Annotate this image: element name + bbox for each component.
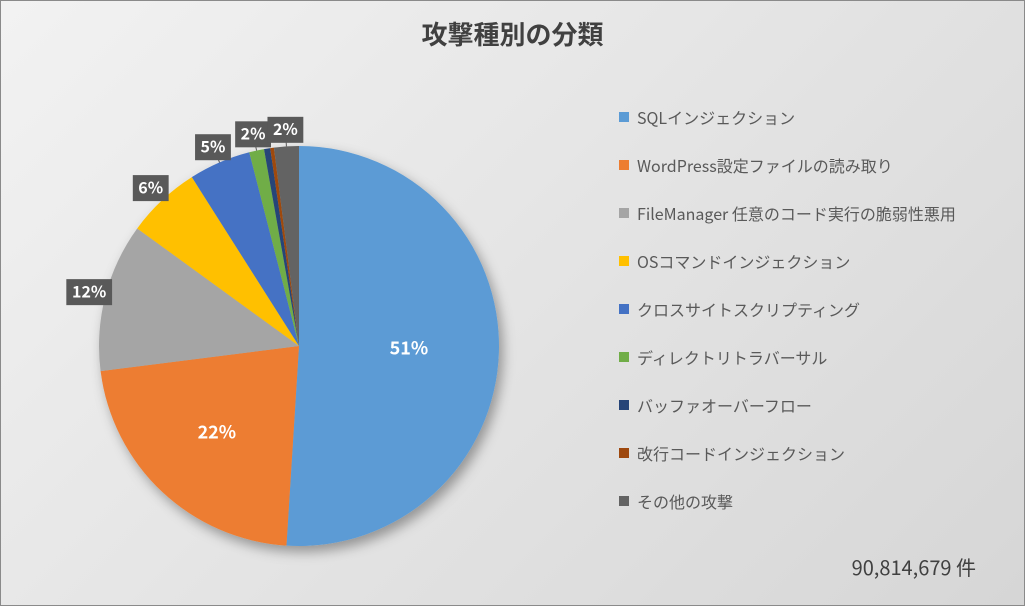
pct-label-sql-injection: 51% <box>390 334 429 360</box>
legend-item-buffer-overflow: バッファオーバーフロー <box>619 397 956 413</box>
pct-label-filemanager-rce: 12% <box>72 278 106 302</box>
legend-label: その他の攻撃 <box>637 489 733 513</box>
legend-item-crlf-injection: 改行コードインジェクション <box>619 445 956 461</box>
chart-card: 攻撃種別の分類 51%22%12%6%5%2%2% SQLインジェクションWor… <box>0 0 1025 606</box>
total-count: 90,814,679 件 <box>852 552 976 581</box>
pct-label-wordpress-config-read: 22% <box>198 418 237 444</box>
legend-label: クロスサイトスクリプティング <box>637 297 860 321</box>
legend-item-wordpress-config-read: WordPress設定ファイルの読み取り <box>619 157 956 173</box>
legend-item-filemanager-rce: FileManager 任意のコード実行の脆弱性悪用 <box>619 205 956 221</box>
pct-label-xss: 5% <box>201 134 226 158</box>
legend-item-xss: クロスサイトスクリプティング <box>619 301 956 317</box>
legend-item-directory-traversal: ディレクトリトラバーサル <box>619 349 956 365</box>
legend-label: FileManager 任意のコード実行の脆弱性悪用 <box>637 201 956 225</box>
legend-swatch-icon <box>619 448 629 458</box>
legend-label: 改行コードインジェクション <box>637 441 845 465</box>
legend-item-sql-injection: SQLインジェクション <box>619 109 956 125</box>
legend-swatch-icon <box>619 352 629 362</box>
legend-swatch-icon <box>619 256 629 266</box>
legend-swatch-icon <box>619 160 629 170</box>
legend-item-os-command-injection: OSコマンドインジェクション <box>619 253 956 269</box>
legend-swatch-icon <box>619 400 629 410</box>
legend-label: SQLインジェクション <box>637 105 795 129</box>
pct-label-os-command-injection: 6% <box>138 174 163 198</box>
legend: SQLインジェクション WordPress設定ファイルの読み取り FileManag… <box>619 109 956 509</box>
legend-swatch-icon <box>619 304 629 314</box>
pct-label-other-attacks: 2% <box>273 116 298 140</box>
legend-label: WordPress設定ファイルの読み取り <box>637 153 893 177</box>
legend-label: バッファオーバーフロー <box>637 393 812 417</box>
legend-label: OSコマンドインジェクション <box>637 249 850 273</box>
pct-label-directory-traversal: 2% <box>241 121 266 145</box>
legend-label: ディレクトリトラバーサル <box>637 345 827 369</box>
legend-swatch-icon <box>619 112 629 122</box>
pie-slice-wordpress-config-read <box>101 346 299 546</box>
legend-swatch-icon <box>619 208 629 218</box>
legend-item-other-attacks: その他の攻撃 <box>619 493 956 509</box>
legend-swatch-icon <box>619 496 629 506</box>
